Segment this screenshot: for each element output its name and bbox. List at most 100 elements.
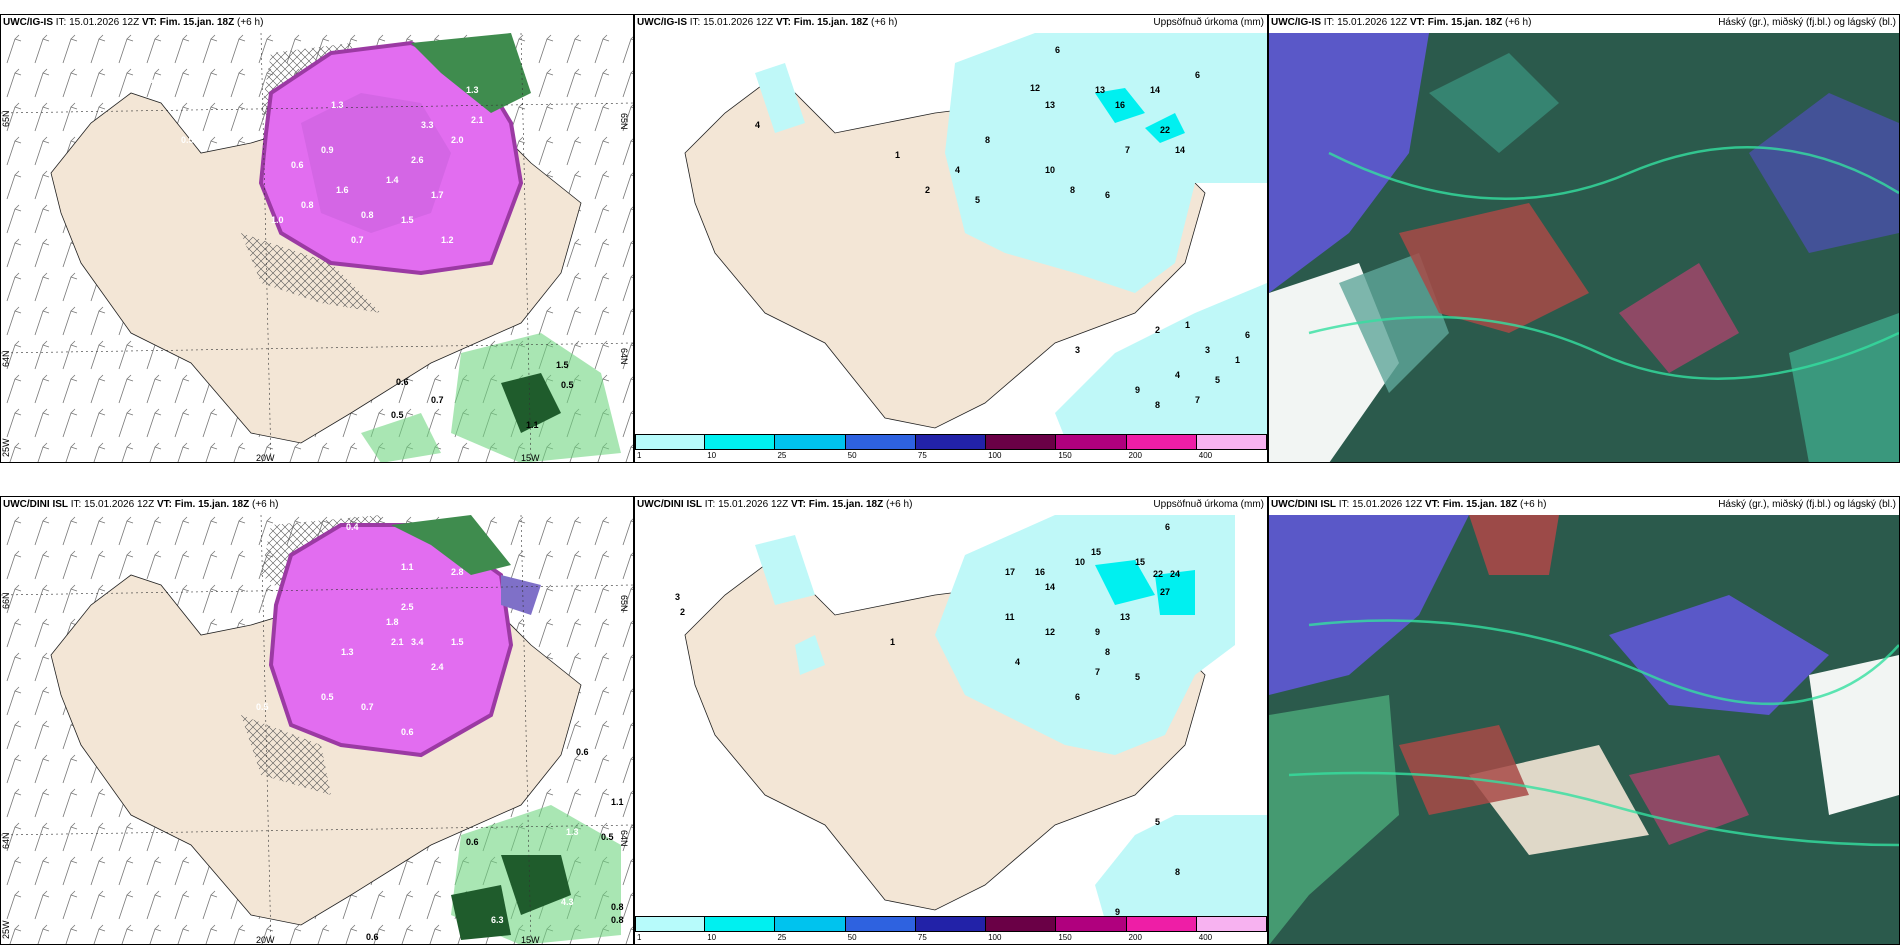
colorbar-segment <box>845 916 916 932</box>
init-time: IT: 15.01.2026 12Z <box>1338 499 1423 510</box>
value: 12 <box>1045 627 1055 637</box>
field-title: Háský (gr.), miðský (fj.bl.) og lágský (… <box>1718 17 1896 28</box>
model-name: UWC/IG-IS <box>1271 17 1321 28</box>
value: 8 <box>1175 867 1180 877</box>
colorbar-frame <box>635 916 1267 932</box>
lead-time: (+6 h) <box>1520 499 1547 510</box>
precip-values: 6 15 15 22 24 27 13 11 17 16 14 12 10 9 … <box>675 522 1180 917</box>
value: 7 <box>1195 395 1200 405</box>
lat-label-right-top: 65N <box>619 113 629 130</box>
value: 0.7 <box>351 235 364 245</box>
value: 1.3 <box>466 85 479 95</box>
colorbar-tick: 150 <box>1058 933 1072 942</box>
value: 3 <box>1205 345 1210 355</box>
map-area[interactable]: 6 6 4 14 13 13 16 12 22 14 8 7 10 8 6 5 … <box>635 33 1267 438</box>
init-time: IT: 15.01.2026 12Z <box>70 499 155 510</box>
lead-time: (+6 h) <box>1505 17 1532 28</box>
map-area[interactable]: 65N 64N 65N 64N 25W 20W 15W 0.6 1.3 0.9 … <box>1 33 633 462</box>
value: 0.6 <box>576 747 589 757</box>
init-time: IT: 15.01.2026 12Z <box>55 17 140 28</box>
colorbar-segment <box>775 434 846 450</box>
lat-label-bottom: 64N <box>1 350 11 367</box>
colorbar-segment <box>1126 916 1197 932</box>
colorbar-segment <box>1056 434 1127 450</box>
panel-title: UWC/DINI ISL IT: 15.01.2026 12Z VT: Fim.… <box>3 499 278 510</box>
value: 2 <box>680 607 685 617</box>
value: 8 <box>1155 400 1160 410</box>
panel-dini-accum-precip: UWC/DINI ISL IT: 15.01.2026 12Z VT: Fim.… <box>634 496 1268 945</box>
lat-label-right-top: 65N <box>619 595 629 612</box>
value: 1 <box>1185 320 1190 330</box>
value: 2.4 <box>431 662 444 672</box>
panel-title: UWC/IG-IS IT: 15.01.2026 12Z VT: Fim. 15… <box>1271 17 1531 28</box>
value: 1.3 <box>341 647 354 657</box>
map-area[interactable] <box>1269 33 1899 462</box>
colorbar-tick: 100 <box>988 451 1002 460</box>
lead-time: (+6 h) <box>886 499 913 510</box>
value: 4.3 <box>561 897 574 907</box>
value: 10 <box>1075 557 1085 567</box>
colorbar-tick: 75 <box>917 451 927 460</box>
value: 0.8 <box>361 210 374 220</box>
precip-values: 6 6 4 14 13 13 16 12 22 14 8 7 10 8 6 5 … <box>755 45 1250 410</box>
value: 11 <box>1005 612 1015 622</box>
value: 1 <box>1235 355 1240 365</box>
map-area[interactable]: 66N 64N 65N 64N 25W 20W 15W 0.4 1.1 2.5 … <box>1 515 633 944</box>
panel-ig-wind-precip: UWC/IG-IS IT: 15.01.2026 12Z VT: Fim. 15… <box>0 14 634 463</box>
precip-area-cyan <box>945 33 1267 293</box>
value: 0.6 <box>466 837 479 847</box>
model-name: UWC/IG-IS <box>3 17 53 28</box>
value: 2.6 <box>411 155 424 165</box>
value: 0.8 <box>611 915 624 925</box>
value: 8 <box>985 135 990 145</box>
value: 4 <box>755 120 760 130</box>
value: 3.4 <box>411 637 424 647</box>
map-area[interactable] <box>1269 515 1899 944</box>
lead-time: (+6 h) <box>237 17 264 28</box>
value: 1.3 <box>331 100 344 110</box>
value: 4 <box>1175 370 1180 380</box>
value: 2.0 <box>451 135 464 145</box>
colorbar-tick: 50 <box>847 451 857 460</box>
colorbar-segment <box>775 916 846 932</box>
value: 15 <box>1135 557 1145 567</box>
colorbar-tick: 1 <box>637 451 642 460</box>
value: 2 <box>925 185 930 195</box>
value: 1.5 <box>451 637 464 647</box>
value: 6 <box>1165 522 1170 532</box>
value: 1.1 <box>611 797 624 807</box>
value: 6 <box>1245 330 1250 340</box>
colorbar-segment <box>705 916 776 932</box>
value: 1.8 <box>386 617 399 627</box>
lat-label-top: 66N <box>1 592 11 609</box>
value: 14 <box>1175 145 1185 155</box>
value: 2.1 <box>471 115 484 125</box>
value: 6 <box>1105 190 1110 200</box>
value: 2.8 <box>451 567 464 577</box>
value: 0.8 <box>301 200 314 210</box>
value: 1.3 <box>566 827 579 837</box>
value: 5 <box>1155 817 1160 827</box>
value: 4 <box>955 165 960 175</box>
field-title: Uppsöfnuð úrkoma (mm) <box>1153 499 1264 510</box>
panel-title: UWC/DINI ISL IT: 15.01.2026 12Z VT: Fim.… <box>637 499 912 510</box>
value: 9 <box>1095 627 1100 637</box>
value: 7 <box>1125 145 1130 155</box>
valid-time: VT: Fim. 15.jan. 18Z <box>775 17 869 28</box>
colorbar-segment <box>915 916 987 932</box>
valid-time: VT: Fim. 15.jan. 18Z <box>1424 499 1518 510</box>
colorbar-tick: 10 <box>707 933 717 942</box>
value: 16 <box>1035 567 1045 577</box>
value: 2.5 <box>401 602 414 612</box>
colorbar-segment <box>845 434 916 450</box>
panel-ig-clouds: UWC/IG-IS IT: 15.01.2026 12Z VT: Fim. 15… <box>1268 14 1900 463</box>
map-area[interactable]: 6 15 15 22 24 27 13 11 17 16 14 12 10 9 … <box>635 515 1267 920</box>
colorbar-segment <box>635 434 706 450</box>
value: 0.5 <box>561 380 574 390</box>
valid-time: VT: Fim. 15.jan. 18Z <box>790 499 884 510</box>
value: 2.1 <box>391 637 404 647</box>
value: 6 <box>1195 70 1200 80</box>
model-name: UWC/DINI ISL <box>3 499 68 510</box>
lead-time: (+6 h) <box>871 17 898 28</box>
value: 0.5 <box>601 832 614 842</box>
